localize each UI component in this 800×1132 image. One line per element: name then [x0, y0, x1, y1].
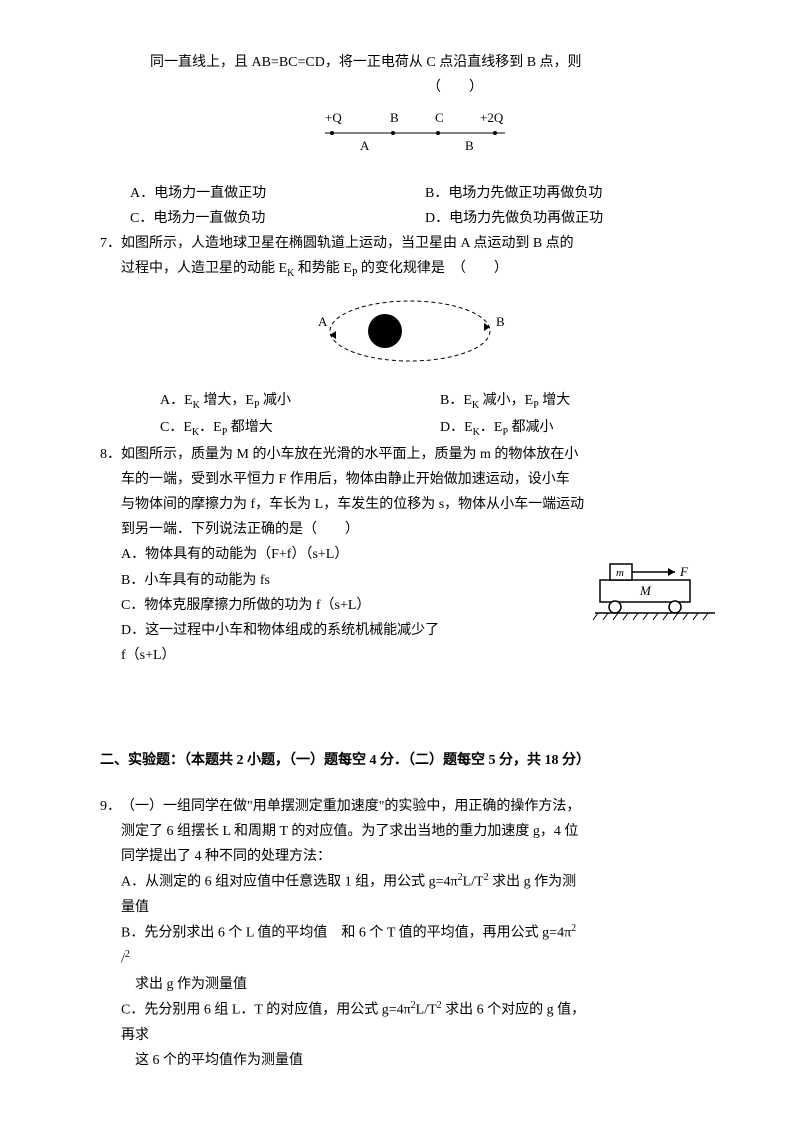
q8-options: A．物体具有的动能为（F+f）（s+L） B．小车具有的动能为 fs C．物体克…: [121, 542, 590, 668]
q6-dot-b: [391, 131, 395, 135]
q8-F: F: [679, 564, 689, 579]
q8: 8． 如图所示，质量为 M 的小车放在光滑的水平面上，质量为 m 的物体放在小 …: [100, 442, 720, 669]
q7-body: 如图所示，人造地球卫星在椭圆轨道上运动，当卫星由 A 点运动到 B 点的 过程中…: [121, 231, 720, 283]
q9-num: 9．: [100, 794, 121, 1074]
q9-opt-b3: 求出 g 作为测量值: [121, 972, 720, 997]
q6-label-tl: +Q: [325, 110, 342, 125]
q7-opt-d: D．EK．EP 都减小: [440, 415, 720, 442]
q8-wheel2: [669, 601, 681, 613]
q8-stem-line1: 如图所示，质量为 M 的小车放在光滑的水平面上，质量为 m 的物体放在小: [121, 442, 720, 467]
q7-label-a: A: [318, 314, 328, 329]
q6-label-tm1: B: [390, 110, 399, 125]
q8-opt-c: C．物体克服摩擦力所做的功为 f（s+L）: [121, 593, 590, 618]
q8-svg: m M F: [590, 552, 720, 622]
q6-dot-a: [330, 131, 334, 135]
q8-opt-d2: f（s+L）: [121, 643, 590, 668]
q9-opt-a: A．从测定的 6 组对应值中任意选取 1 组，用公式 g=4π2L/T2 求出 …: [121, 869, 720, 895]
q7-opt-a: A．EK 增大，EP 减小: [160, 388, 440, 415]
q7-diagram: A B: [100, 291, 720, 380]
q8-wheel1: [609, 601, 621, 613]
section2-title: 二、实验题：（本题共 2 小题，（一）题每空 4 分．（二）题每空 5 分，共 …: [100, 748, 720, 773]
q6-opt-d: D．电场力先做负功再做正功: [425, 206, 720, 231]
q8-opt-d: D．这一过程中小车和物体组成的系统机械能减少了: [121, 618, 590, 643]
q7-num: 7．: [100, 231, 121, 283]
q7-arrow-b: [484, 323, 490, 331]
q6-options: A．电场力一直做正功 B．电场力先做正功再做负功 C．电场力一直做负功 D．电场…: [100, 181, 720, 231]
q6-svg: +Q B C +2Q A B: [300, 108, 520, 163]
q6-label-br: B: [465, 138, 474, 153]
q8-opt-b: B．小车具有的动能为 fs: [121, 568, 590, 593]
q7-orbit: [330, 301, 490, 361]
q6-diagram: +Q B C +2Q A B: [100, 108, 720, 172]
q6-stem: 同一直线上，且 AB=BC=CD，将一正电荷从 C 点沿直线移到 B 点，则 （…: [100, 50, 720, 100]
q8-stem-line3: 与物体间的摩擦力为 f，车长为 L，车发生的位移为 s，物体从小车一端运动: [121, 492, 720, 517]
q6-opt-a: A．电场力一直做正功: [130, 181, 425, 206]
q6-stem-line1: 同一直线上，且 AB=BC=CD，将一正电荷从 C 点沿直线移到 B 点，则: [150, 50, 720, 75]
q8-body: 如图所示，质量为 M 的小车放在光滑的水平面上，质量为 m 的物体放在小 车的一…: [121, 442, 720, 669]
q8-stem-line4: 到另一端．下列说法正确的是（ ）: [121, 517, 720, 542]
q6-label-tm2: C: [435, 110, 444, 125]
q9-opt-b2: /2: [121, 946, 720, 972]
q9-opt-c3: 这 6 个的平均值作为测量值: [121, 1048, 720, 1073]
q7-opt-b: B．EK 减小，EP 增大: [440, 388, 720, 415]
q8-diagram: m M F: [590, 542, 720, 631]
q7-label-b: B: [496, 314, 505, 329]
q8-M: M: [639, 583, 652, 598]
q9-body: （一）一组同学在做"用单摆测定重加速度"的实验中，用正确的操作方法， 测定了 6…: [121, 794, 720, 1074]
q7-stem-line1: 如图所示，人造地球卫星在椭圆轨道上运动，当卫星由 A 点运动到 B 点的: [121, 231, 720, 256]
q7-opt-c: C．EK．EP 都增大: [160, 415, 440, 442]
q8-opt-a: A．物体具有的动能为（F+f）（s+L）: [121, 542, 590, 567]
q6-label-tr: +2Q: [480, 110, 504, 125]
q7-arrow-a: [330, 331, 336, 339]
q9-opt-c2: 再求: [121, 1023, 720, 1048]
q8-num: 8．: [100, 442, 121, 669]
q6-opt-b: B．电场力先做正功再做负功: [425, 181, 720, 206]
q6-dot-d: [493, 131, 497, 135]
q9-stem-line3: 同学提出了 4 种不同的处理方法：: [121, 844, 720, 869]
q9-opt-b: B．先分别求出 6 个 L 值的平均值 和 6 个 T 值的平均值，再用公式 g…: [121, 920, 720, 946]
q6-dot-c: [436, 131, 440, 135]
q9: 9． （一）一组同学在做"用单摆测定重加速度"的实验中，用正确的操作方法， 测定…: [100, 794, 720, 1074]
q7-svg: A B: [300, 291, 520, 371]
q7-planet: [368, 314, 402, 348]
q7-stem-line2: 过程中，人造卫星的动能 EK 和势能 EP 的变化规律是 （ ）: [121, 256, 720, 283]
q6-label-bl: A: [360, 138, 370, 153]
q9-stem-line2: 测定了 6 组摆长 L 和周期 T 的对应值。为了求出当地的重力加速度 g，4 …: [121, 819, 720, 844]
q9-opt-a2: 量值: [121, 895, 720, 920]
q8-m: m: [616, 567, 624, 579]
q9-opt-c: C．先分别用 6 组 L．T 的对应值，用公式 g=4π2L/T2 求出 6 个…: [121, 997, 720, 1023]
q9-stem-line1: （一）一组同学在做"用单摆测定重加速度"的实验中，用正确的操作方法，: [121, 794, 720, 819]
q8-stem-line2: 车的一端，受到水平恒力 F 作用后，物体由静止开始做加速运动，设小车: [121, 467, 720, 492]
q8-options-wrap: A．物体具有的动能为（F+f）（s+L） B．小车具有的动能为 fs C．物体克…: [121, 542, 720, 668]
q6-opt-c: C．电场力一直做负功: [130, 206, 425, 231]
q8-force-arrow: [668, 568, 675, 576]
q6-stem-line2: （ ）: [150, 75, 720, 100]
q7: 7． 如图所示，人造地球卫星在椭圆轨道上运动，当卫星由 A 点运动到 B 点的 …: [100, 231, 720, 283]
q7-options: A．EK 增大，EP 减小 B．EK 减小，EP 增大 C．EK．EP 都增大 …: [100, 388, 720, 442]
